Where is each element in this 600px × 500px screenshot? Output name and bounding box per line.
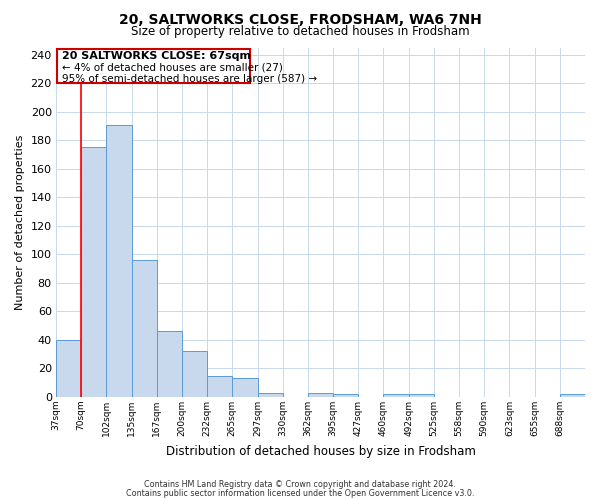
Bar <box>56 340 81 397</box>
Text: Size of property relative to detached houses in Frodsham: Size of property relative to detached ho… <box>131 25 469 38</box>
Bar <box>560 394 585 397</box>
Bar <box>182 352 207 397</box>
Text: ← 4% of detached houses are smaller (27): ← 4% of detached houses are smaller (27) <box>62 62 283 72</box>
Bar <box>106 124 131 397</box>
Bar <box>333 394 358 397</box>
Bar <box>232 378 257 397</box>
Bar <box>257 392 283 397</box>
Text: 95% of semi-detached houses are larger (587) →: 95% of semi-detached houses are larger (… <box>62 74 317 84</box>
X-axis label: Distribution of detached houses by size in Frodsham: Distribution of detached houses by size … <box>166 444 475 458</box>
Text: Contains public sector information licensed under the Open Government Licence v3: Contains public sector information licen… <box>126 488 474 498</box>
Bar <box>131 260 157 397</box>
Text: Contains HM Land Registry data © Crown copyright and database right 2024.: Contains HM Land Registry data © Crown c… <box>144 480 456 489</box>
Text: 20, SALTWORKS CLOSE, FRODSHAM, WA6 7NH: 20, SALTWORKS CLOSE, FRODSHAM, WA6 7NH <box>119 12 481 26</box>
Bar <box>308 392 333 397</box>
FancyBboxPatch shape <box>57 49 250 83</box>
Bar <box>207 376 232 397</box>
Text: 20 SALTWORKS CLOSE: 67sqm: 20 SALTWORKS CLOSE: 67sqm <box>62 51 251 61</box>
Bar <box>81 148 106 397</box>
Y-axis label: Number of detached properties: Number of detached properties <box>15 134 25 310</box>
Bar <box>409 394 434 397</box>
Bar <box>383 394 409 397</box>
Bar <box>157 332 182 397</box>
